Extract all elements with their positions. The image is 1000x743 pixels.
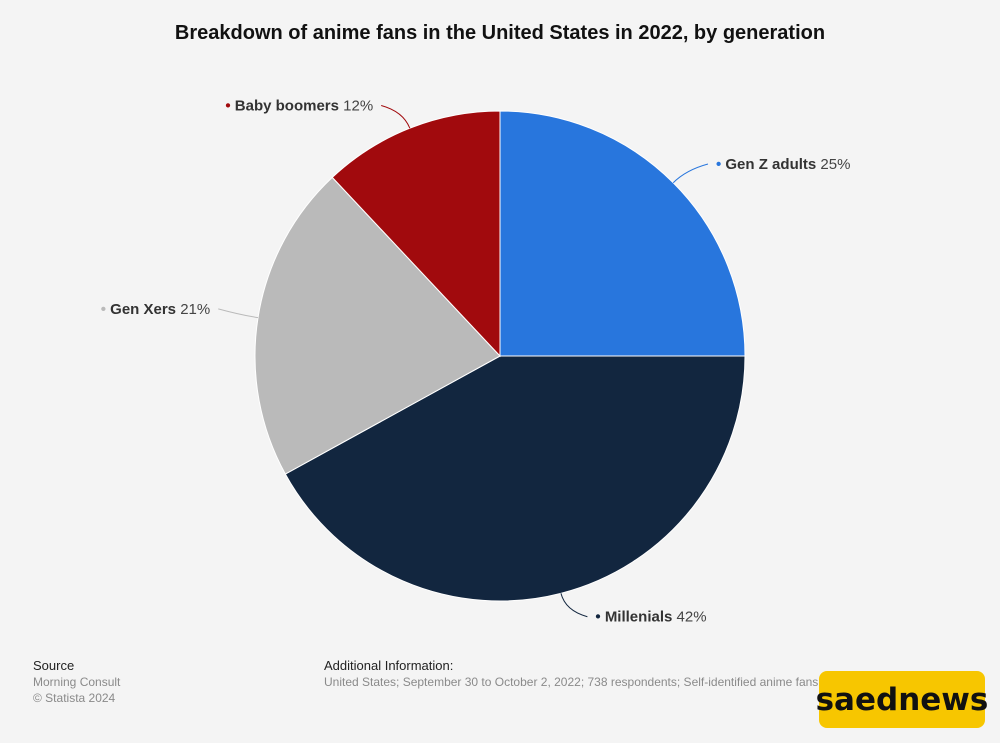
leader-line-millenials — [560, 593, 588, 618]
slice-label-millenials: • Millenials 42% — [595, 609, 706, 626]
slice-label-gen-xers: • Gen Xers 21% — [101, 301, 211, 318]
source-heading: Source — [33, 658, 75, 673]
pie-slices — [254, 110, 746, 602]
leader-line-baby-boomers — [381, 104, 411, 129]
pie-slice-gen-xers[interactable] — [254, 176, 501, 475]
chart-title: Breakdown of anime fans in the United St… — [174, 22, 826, 44]
slice-label-gen-z-adults: • Gen Z adults 25% — [716, 156, 850, 173]
slice-label-baby-boomers: • Baby boomers 12% — [225, 97, 373, 114]
additional-info-block: Additional Information: United States; S… — [324, 658, 824, 690]
slice-name: Millenials — [605, 609, 677, 626]
additional-info-heading: Additional Information: — [324, 658, 454, 673]
slice-name: Gen Z adults — [725, 156, 820, 173]
pie-slice-baby-boomers[interactable] — [331, 110, 501, 358]
label-bullet: • — [595, 609, 604, 626]
copyright: © Statista 2024 — [33, 691, 116, 705]
slice-value: 21% — [180, 301, 210, 318]
label-bullet: • — [101, 301, 110, 318]
watermark-logo: saednews — [816, 671, 988, 728]
slice-name: Gen Xers — [110, 301, 180, 318]
pie-slice-gen-z-adults[interactable] — [499, 110, 746, 357]
source-block: Source Morning Consult © Statista 2024 — [33, 658, 120, 706]
leader-line-gen-z-adults — [672, 163, 709, 184]
slice-value: 42% — [677, 609, 707, 626]
slice-value: 25% — [820, 156, 850, 173]
additional-info-text: United States; September 30 to October 2… — [324, 675, 819, 689]
leader-lines — [218, 104, 709, 618]
label-bullet: • — [716, 156, 725, 173]
slice-name: Baby boomers — [235, 97, 343, 114]
label-bullet: • — [225, 97, 234, 114]
leader-line-gen-xers — [218, 308, 259, 319]
slice-value: 12% — [343, 97, 373, 114]
source-name[interactable]: Morning Consult — [33, 675, 121, 689]
slice-labels: • Gen Z adults 25%• Millenials 42%• Gen … — [101, 97, 851, 625]
